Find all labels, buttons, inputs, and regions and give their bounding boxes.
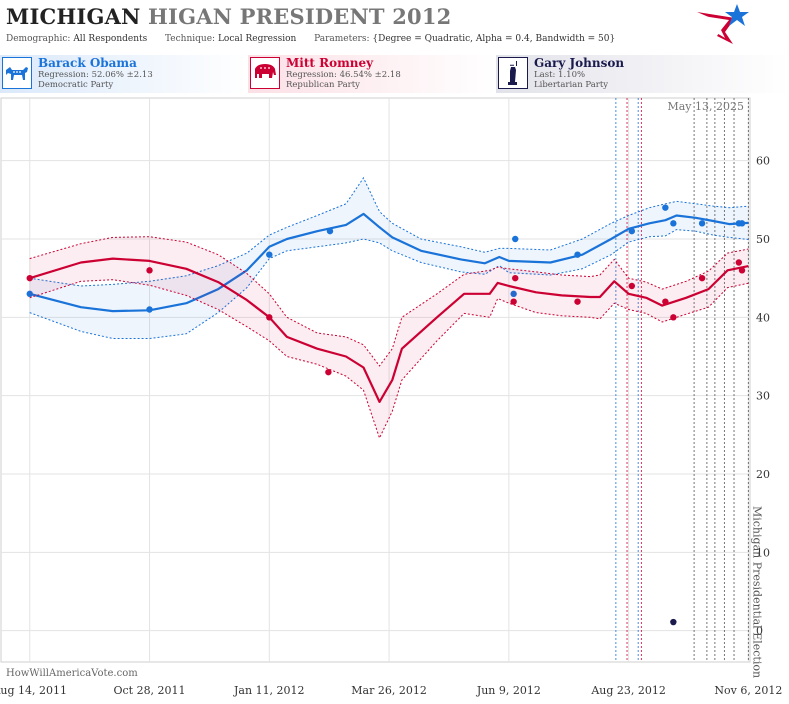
mitt-romney-poll-point [670,314,677,321]
y-tick-label: 0 [756,625,763,638]
barack-obama-poll-point [698,220,706,227]
y-tick-label: 40 [756,311,770,324]
chart-header: MICHIGAN HIGAN PRESIDENT 2012 Demographi… [0,0,789,52]
demographic-value: All Respondents [73,34,148,44]
title-year: 2012 [392,4,452,29]
donkey-icon [2,57,32,89]
barack-obama-poll-point [670,220,677,227]
barack-obama-band-lower [29,229,749,339]
y-tick-label: 20 [756,468,770,481]
barack-obama-poll-point [510,290,517,298]
y-tick-label: 50 [756,233,770,246]
mitt-romney-confidence-band [29,236,749,438]
barack-obama-poll-point [662,204,669,211]
barack-obama-poll-point [738,220,746,227]
barack-obama-poll-point [266,251,273,258]
mitt-romney-poll-point [735,259,743,266]
candidate-name: Barack Obama [38,56,137,70]
demographic-label: Demographic: [6,34,71,44]
mitt-romney-poll-point [738,267,746,274]
candidate-name: Mitt Romney [286,56,374,70]
parameters-value: {Degree = Quadratic, Alpha = 0.4, Bandwi… [372,34,616,44]
mitt-romney-poll-point [26,274,33,282]
plot-area [0,97,751,663]
gary-johnson-poll-point [670,618,677,626]
barack-obama-confidence-band [29,177,749,339]
candidate-regression: Regression: 46.54% ±2.18 [286,70,401,80]
x-tick-label: Jun 9, 2012 [476,684,541,697]
candidate-party: Libertarian Party [534,80,609,90]
mitt-romney-poll-point [628,282,636,290]
candidate-party: Democratic Party [38,80,114,90]
barack-obama-trend-line [29,212,749,313]
candidate-regression: Regression: 52.06% ±2.13 [38,70,153,80]
barack-obama-poll-point [146,306,153,313]
mitt-romney-poll-point [662,298,669,305]
statue-of-liberty-icon [498,57,528,89]
x-tick-label: Mar 26, 2012 [351,684,427,697]
mitt-romney-poll-point [512,274,519,282]
x-tick-label: Aug 14, 2011 [0,684,67,697]
candidate-card-johnson: Gary Johnson Last: 1.10% Libertarian Par… [496,55,789,93]
technique-label: Technique: [165,34,216,44]
y-tick-label: 60 [756,155,770,168]
barack-obama-poll-point [512,235,519,243]
candidate-legend: Barack Obama Regression: 52.06% ±2.13 De… [0,55,789,93]
y-tick-label: 10 [756,546,770,559]
mitt-romney-poll-point [574,298,581,305]
barack-obama-poll-point [26,290,33,298]
barack-obama-poll-point [628,227,636,235]
candidate-party: Republican Party [286,80,360,90]
x-tick-label: Oct 28, 2011 [113,684,185,697]
elephant-icon [250,57,280,89]
site-logo-icon [697,4,749,44]
title-state: MICHIGAN [6,4,141,29]
mitt-romney-trend-line [29,257,749,403]
mitt-romney-band-lower [29,279,749,440]
candidate-last: Last: 1.10% [534,70,586,80]
mitt-romney-poll-point [266,314,273,321]
site-watermark: HowWillAmericaVote.com [6,668,138,679]
parameters-label: Parameters: [314,34,370,44]
mitt-romney-poll-point [146,267,153,274]
candidate-name: Gary Johnson [534,56,625,70]
candidate-card-obama: Barack Obama Regression: 52.06% ±2.13 De… [0,55,248,93]
y-tick-label: 30 [756,390,770,403]
page-title: MICHIGAN HIGAN PRESIDENT 2012 [6,4,451,29]
mitt-romney-poll-point [698,274,706,282]
technique-value: Local Regression [217,34,297,44]
poll-chart: 0 10 20 30 40 50 60 Aug 14, 2011 Oct 28, 2011 Jan… [0,97,782,697]
date-stamp: May 13, 2025 [667,100,744,113]
election-label: Michigan Presidential Election [750,506,763,678]
parameters-line: Demographic: All Respondents Technique: … [6,34,615,44]
mitt-romney-poll-point [325,368,332,376]
barack-obama-poll-point [574,251,581,258]
x-tick-label: Nov 6, 2012 [714,684,782,697]
barack-obama-poll-point [326,227,334,235]
title-race: HIGAN PRESIDENT [148,4,385,29]
mitt-romney-poll-point [510,298,517,305]
candidate-card-romney: Mitt Romney Regression: 46.54% ±2.18 Rep… [248,55,496,93]
x-tick-label: Jan 11, 2012 [233,684,305,697]
barack-obama-band-upper [29,176,749,287]
x-tick-label: Aug 23, 2012 [590,684,666,697]
